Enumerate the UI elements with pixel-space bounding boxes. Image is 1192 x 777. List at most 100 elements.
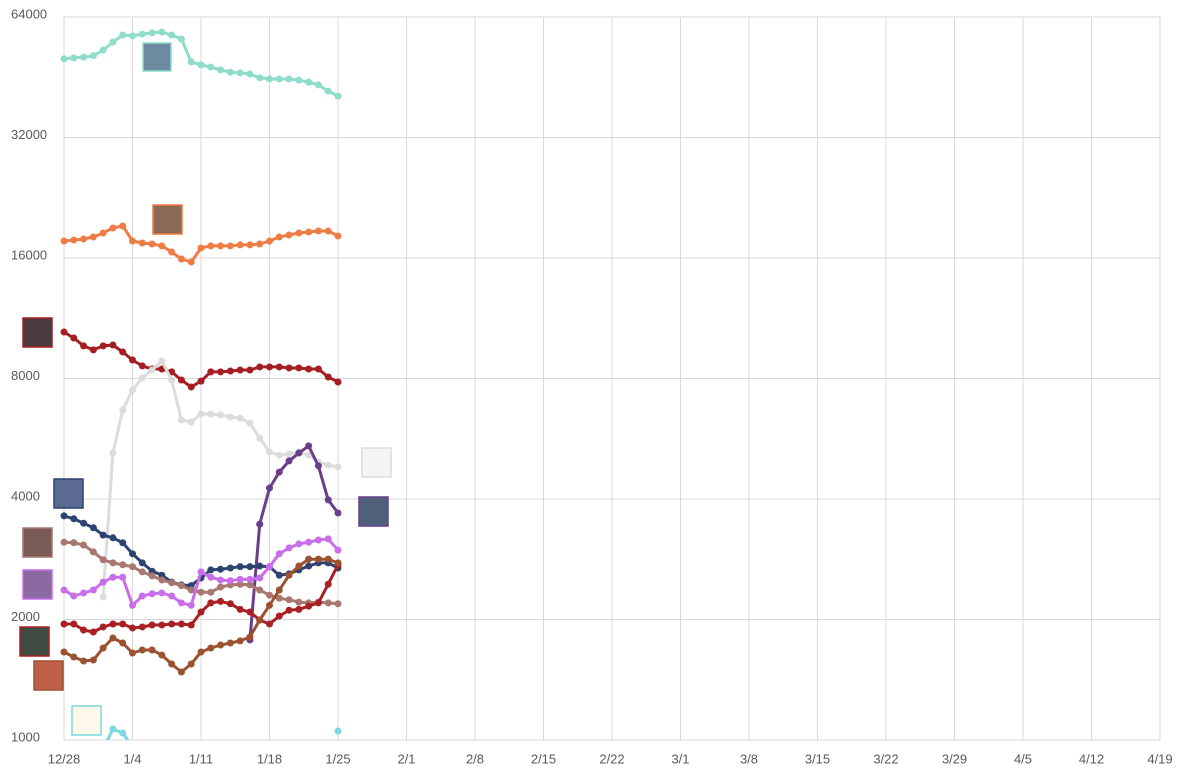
- data-point: [295, 364, 303, 372]
- data-point: [70, 334, 78, 342]
- data-point: [80, 657, 88, 665]
- data-point: [99, 229, 107, 237]
- series-icon: [152, 204, 183, 235]
- data-point: [266, 448, 273, 456]
- data-point: [285, 231, 293, 239]
- data-point: [256, 562, 264, 570]
- data-point: [226, 367, 234, 375]
- data-point: [70, 515, 78, 523]
- data-point: [197, 377, 205, 385]
- data-point: [226, 413, 234, 421]
- data-point: [80, 235, 88, 243]
- data-point: [285, 571, 293, 579]
- data-point: [207, 63, 215, 71]
- data-point: [285, 364, 293, 372]
- data-point: [324, 461, 332, 469]
- data-point: [129, 386, 136, 394]
- data-point: [246, 366, 254, 374]
- data-point: [177, 35, 185, 43]
- data-point: [80, 541, 88, 549]
- data-point: [177, 599, 185, 607]
- data-point: [207, 599, 215, 607]
- data-point: [129, 744, 136, 751]
- grid: [63, 16, 1161, 741]
- data-point: [119, 620, 127, 628]
- data-point: [89, 586, 97, 594]
- data-point: [129, 550, 136, 558]
- data-point: [158, 576, 166, 584]
- data-point: [99, 644, 107, 652]
- x-tick-label: 3/22: [873, 751, 898, 766]
- data-point: [334, 559, 342, 567]
- data-point: [197, 410, 205, 418]
- data-point: [70, 236, 78, 244]
- data-point: [285, 450, 293, 458]
- data-point: [305, 555, 313, 563]
- data-point: [99, 623, 107, 631]
- data-point: [138, 568, 146, 576]
- data-point: [334, 509, 342, 517]
- data-point: [334, 232, 342, 240]
- data-point: [148, 29, 156, 37]
- data-point: [207, 242, 215, 250]
- series-icon: [22, 317, 53, 348]
- series-icon: [33, 660, 64, 691]
- data-point: [305, 562, 313, 570]
- data-point: [80, 342, 88, 350]
- data-point: [158, 242, 166, 250]
- data-point: [236, 563, 244, 571]
- data-point: [119, 561, 127, 569]
- data-point: [256, 586, 264, 594]
- data-point: [266, 237, 273, 245]
- data-point: [109, 449, 117, 457]
- data-point: [187, 660, 195, 668]
- data-point: [109, 634, 117, 642]
- data-point: [109, 573, 117, 581]
- series-icon: [142, 42, 172, 72]
- data-point: [119, 222, 127, 230]
- data-point: [246, 575, 254, 583]
- series-line: [248, 444, 340, 641]
- data-point: [99, 342, 107, 350]
- data-point: [275, 571, 283, 579]
- data-point: [324, 496, 332, 504]
- data-point: [119, 539, 127, 547]
- data-point: [89, 548, 97, 556]
- data-point: [324, 599, 332, 607]
- data-point: [158, 28, 166, 36]
- data-point: [109, 224, 117, 232]
- data-point: [109, 38, 117, 46]
- data-point: [158, 571, 166, 579]
- data-point: [217, 411, 225, 419]
- data-point: [246, 581, 254, 589]
- data-point: [266, 75, 273, 83]
- data-point: [305, 228, 313, 236]
- data-point: [285, 606, 293, 614]
- data-point: [138, 623, 146, 631]
- data-point: [246, 633, 254, 641]
- data-point: [226, 68, 234, 76]
- series-icon: [19, 626, 50, 657]
- series-icon: [22, 527, 53, 558]
- data-point: [334, 378, 342, 386]
- data-point: [99, 46, 107, 54]
- data-point: [256, 520, 264, 528]
- data-point: [89, 346, 97, 354]
- x-tick-label: 2/22: [599, 751, 624, 766]
- x-tick-label: 12/28: [48, 751, 81, 766]
- data-point: [236, 637, 244, 645]
- data-point: [217, 576, 225, 584]
- x-tick-label: 1/25: [325, 751, 350, 766]
- data-point: [129, 32, 136, 40]
- data-point: [207, 368, 215, 376]
- data-point: [99, 556, 107, 564]
- data-point: [217, 565, 225, 573]
- data-point: [256, 434, 264, 442]
- data-point: [305, 442, 313, 450]
- data-point: [129, 563, 136, 571]
- data-point: [226, 600, 234, 608]
- data-point: [148, 240, 156, 248]
- series-icon: [361, 447, 392, 478]
- data-point: [207, 566, 215, 574]
